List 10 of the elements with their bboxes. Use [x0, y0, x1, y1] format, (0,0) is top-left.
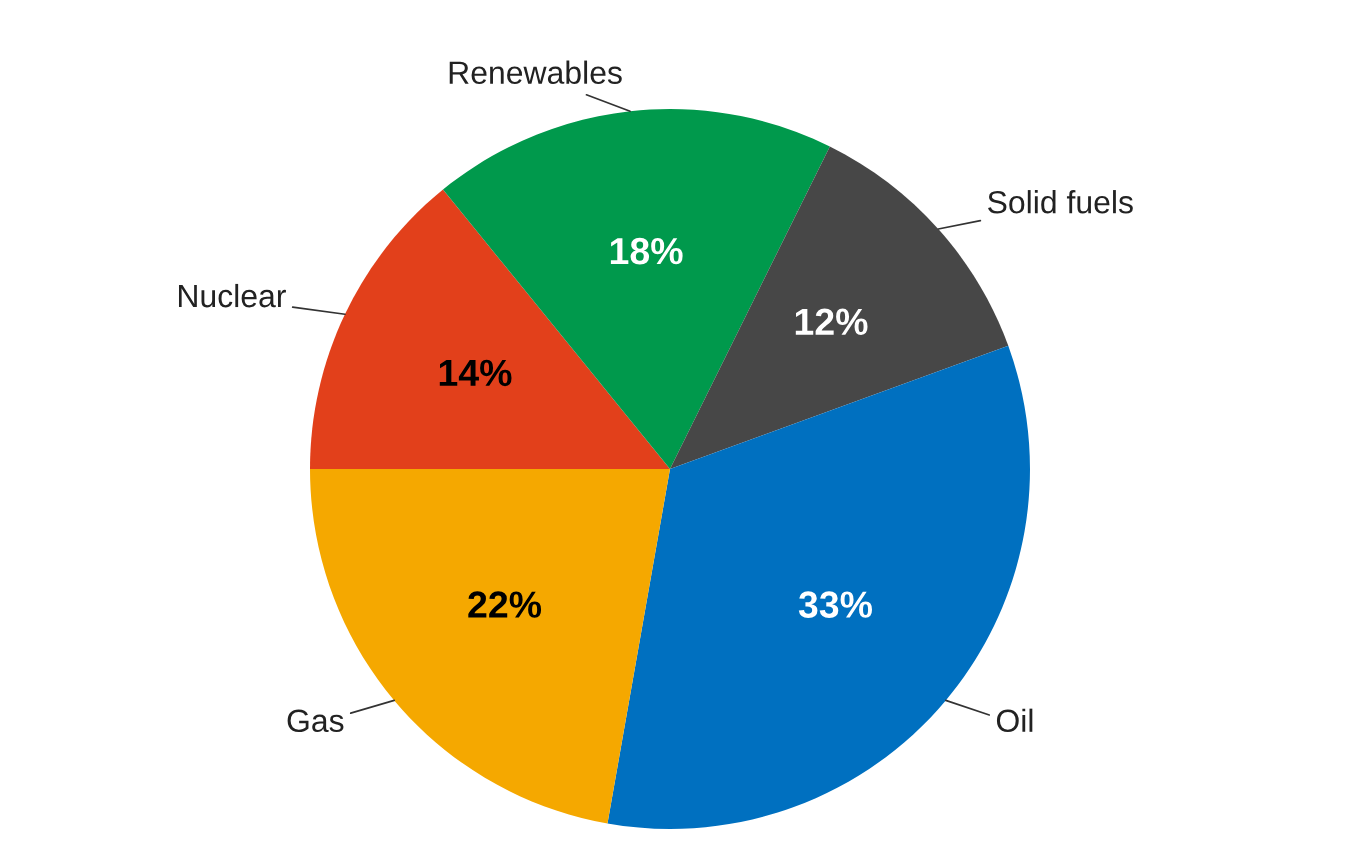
- data-label: 14%: [439, 359, 512, 387]
- slice-label: Solid fuels: [988, 190, 1133, 214]
- slice-label: Oil: [996, 708, 1033, 733]
- data-label: 33%: [798, 591, 873, 618]
- data-label: 22%: [468, 591, 542, 618]
- data-label: 18%: [610, 237, 683, 265]
- slice-label: Renewables: [449, 60, 622, 85]
- slice-label: Gas: [287, 709, 344, 733]
- slice-label: Nuclear: [178, 283, 286, 308]
- data-label: 12%: [795, 308, 868, 335]
